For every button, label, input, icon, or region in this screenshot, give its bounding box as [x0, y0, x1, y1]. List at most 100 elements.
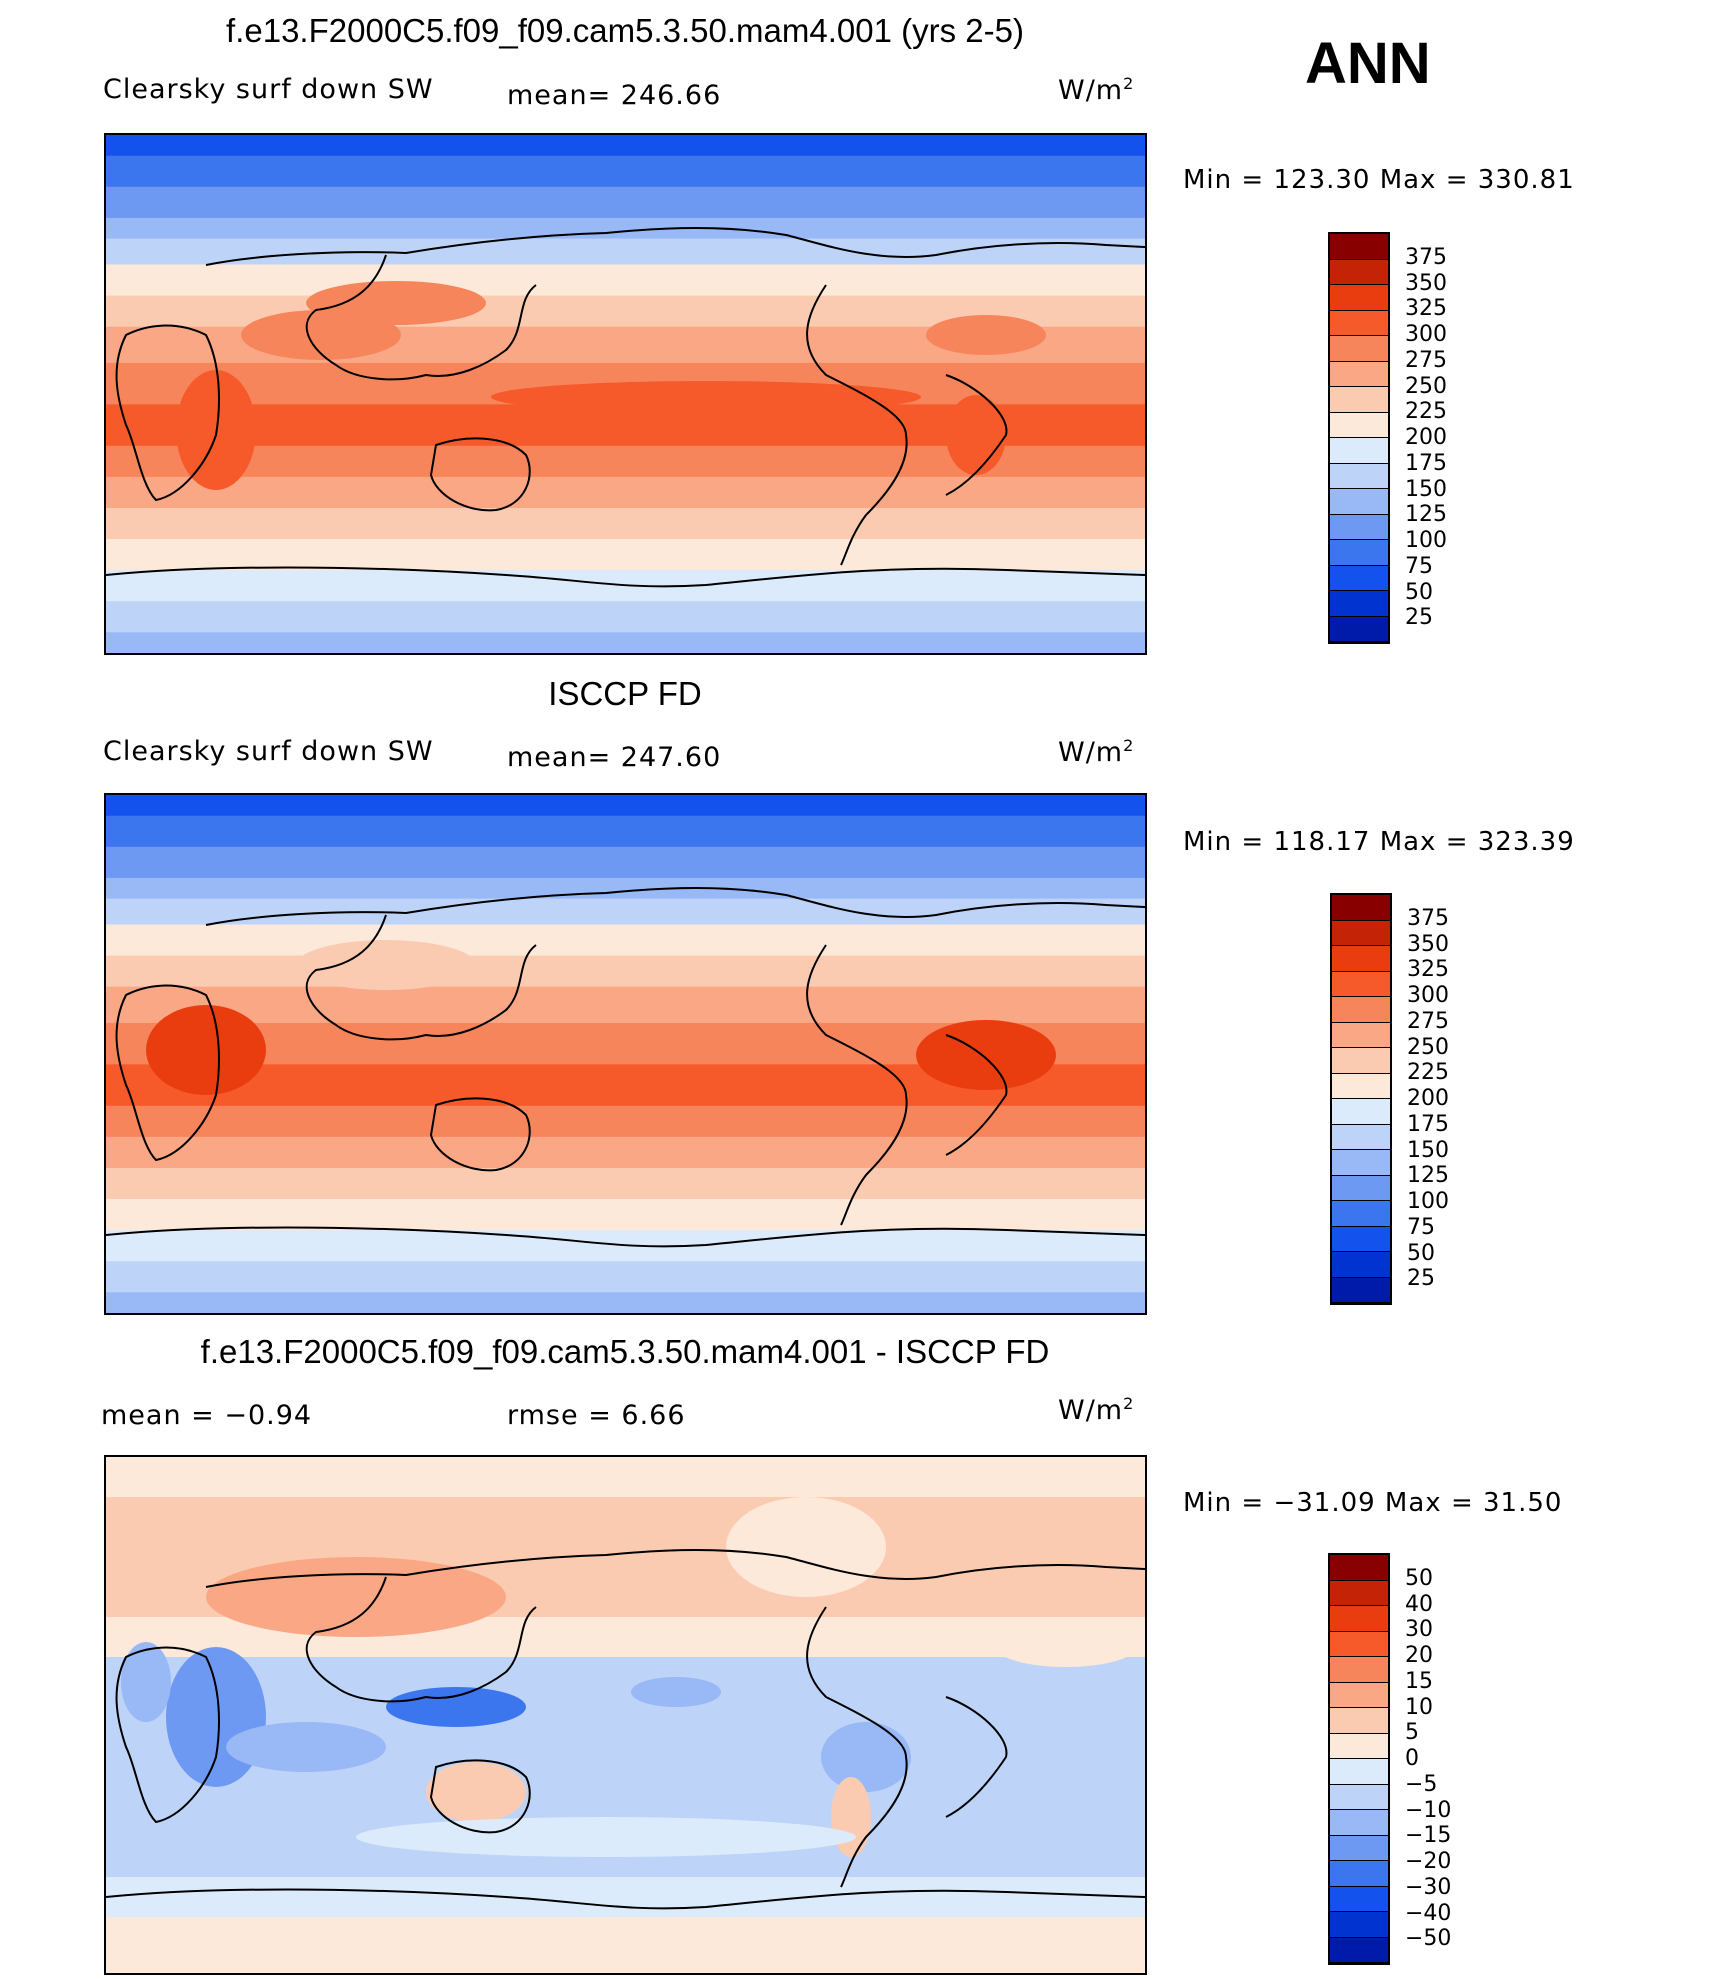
colorbar-swatch — [1330, 1606, 1388, 1632]
panel2-coastlines — [106, 887, 1145, 1248]
colorbar-swatch — [1332, 971, 1390, 997]
panel2-mean-label: mean= 247.60 — [507, 742, 722, 773]
panel1-minmax: Min = 123.30 Max = 330.81 — [1183, 165, 1575, 195]
colorbar-swatch — [1332, 997, 1390, 1023]
zonal-band — [106, 264, 1145, 297]
colorbar-swatch — [1332, 920, 1390, 946]
colorbar-swatch — [1330, 591, 1388, 617]
colorbar-swatch — [1330, 463, 1388, 489]
colorbar-swatch — [1330, 1657, 1388, 1683]
zonal-band — [106, 238, 1145, 266]
colorbar-tick-label: 200 — [1405, 425, 1447, 450]
colorbar-tick-label: 100 — [1407, 1189, 1449, 1214]
panel1-title: f.e13.F2000C5.f09_f09.cam5.3.50.mam4.001… — [226, 12, 1024, 49]
colorbar-tick-label: 0 — [1405, 1746, 1419, 1771]
zonal-band — [106, 815, 1145, 848]
zonal-band — [106, 1292, 1145, 1313]
zonal-band — [106, 877, 1145, 900]
zonal-band — [106, 1105, 1145, 1138]
colorbar-swatch — [1332, 1150, 1390, 1176]
panel3-map-svg — [106, 1457, 1145, 1973]
colorbar-swatch — [1332, 1124, 1390, 1150]
zonal-band — [106, 539, 1145, 572]
colorbar-swatch — [1330, 387, 1388, 413]
colorbar-swatch — [1330, 1759, 1388, 1785]
colorbar-tick-label: 250 — [1405, 373, 1447, 399]
zonal-band — [106, 1230, 1145, 1263]
colorbar-swatch — [1332, 895, 1390, 921]
colorbar-swatch — [1330, 412, 1388, 438]
panel1-units: W/m2 — [1058, 74, 1135, 106]
colorbar-tick-label: 20 — [1405, 1643, 1433, 1668]
colorbar-swatch — [1330, 1912, 1388, 1938]
colorbar-swatch — [1330, 514, 1388, 540]
colorbar-tick-label: 350 — [1405, 270, 1447, 296]
colorbar-tick-label: 5 — [1405, 1720, 1419, 1746]
zonal-band — [106, 795, 1145, 817]
colorbar-tick-label: 225 — [1405, 399, 1447, 425]
colorbar-tick-label: 125 — [1407, 1163, 1449, 1189]
panel1-map — [104, 133, 1147, 655]
colorbar-tick-label: 75 — [1407, 1214, 1435, 1240]
colorbar-tick-label: 15 — [1405, 1668, 1433, 1694]
colorbar-tick-label: 50 — [1405, 579, 1433, 605]
colorbar-swatch — [1330, 1631, 1388, 1657]
colorbar-swatch — [1330, 310, 1388, 336]
colorbar-swatch — [1330, 616, 1388, 642]
zonal-band — [106, 186, 1145, 219]
colorbar-swatch — [1330, 1682, 1388, 1708]
zonal-band — [106, 1199, 1145, 1232]
colorbar-swatch — [1332, 1252, 1390, 1278]
colorbar-tick-label: −10 — [1405, 1797, 1452, 1823]
colorbar-tick-label: −5 — [1405, 1771, 1438, 1797]
zonal-band — [106, 898, 1145, 926]
colorbar-tick-label: 125 — [1405, 502, 1447, 528]
zonal-band — [106, 507, 1145, 541]
panel2-minmax: Min = 118.17 Max = 323.39 — [1183, 827, 1575, 857]
colorbar-tick-label: −40 — [1405, 1900, 1452, 1926]
zonal-band — [106, 135, 1145, 157]
panel1-mean-label: mean= 246.66 — [507, 80, 722, 111]
colorbar-tick-label: 25 — [1405, 605, 1433, 631]
panel3-units: W/m2 — [1058, 1394, 1135, 1426]
colorbar-swatch — [1332, 1073, 1390, 1099]
colorbar-tick-label: 30 — [1405, 1617, 1433, 1643]
colorbar-swatch — [1330, 259, 1388, 285]
colorbar-tick-label: 150 — [1407, 1137, 1449, 1163]
colorbar-swatch — [1330, 1733, 1388, 1759]
zonal-band — [106, 846, 1145, 879]
colorbar-tick-label: 375 — [1405, 244, 1447, 270]
panel2-colorbar — [1330, 893, 1392, 1305]
colorbar-tick-label: 25 — [1407, 1266, 1435, 1292]
colorbar-tick-label: 250 — [1407, 1034, 1449, 1060]
colorbar-tick-label: 175 — [1407, 1111, 1449, 1137]
colorbar-tick-label: 10 — [1405, 1694, 1433, 1720]
colorbar-tick-label: −50 — [1405, 1926, 1452, 1952]
colorbar-tick-label: 40 — [1405, 1591, 1433, 1617]
zonal-band — [106, 924, 1145, 957]
panel1-coastlines — [106, 227, 1145, 588]
zonal-band — [106, 1136, 1145, 1169]
zonal-band — [106, 1261, 1145, 1294]
colorbar-swatch — [1330, 1708, 1388, 1734]
colorbar-tick-label: 325 — [1405, 296, 1447, 322]
colorbar-swatch — [1330, 1861, 1388, 1887]
colorbar-swatch — [1330, 540, 1388, 566]
colorbar-tick-label: 275 — [1407, 1008, 1449, 1034]
colorbar-tick-label: 325 — [1407, 957, 1449, 983]
panel2-features — [146, 940, 1056, 1095]
colorbar-swatch — [1330, 1810, 1388, 1836]
colorbar-swatch — [1330, 1937, 1388, 1963]
colorbar-tick-label: −15 — [1405, 1823, 1452, 1849]
colorbar-swatch — [1330, 565, 1388, 591]
zonal-band — [106, 217, 1145, 240]
colorbar-tick-label: 300 — [1405, 322, 1447, 347]
panel1-variable-label: Clearsky surf down SW — [103, 74, 434, 105]
panel3-minmax: Min = −31.09 Max = 31.50 — [1183, 1488, 1563, 1518]
zonal-band — [106, 632, 1145, 653]
zonal-band — [106, 1167, 1145, 1201]
colorbar-tick-label: 275 — [1405, 347, 1447, 373]
colorbar-swatch — [1330, 1835, 1388, 1861]
colorbar-tick-label: 50 — [1405, 1565, 1433, 1591]
zonal-band — [106, 155, 1145, 188]
